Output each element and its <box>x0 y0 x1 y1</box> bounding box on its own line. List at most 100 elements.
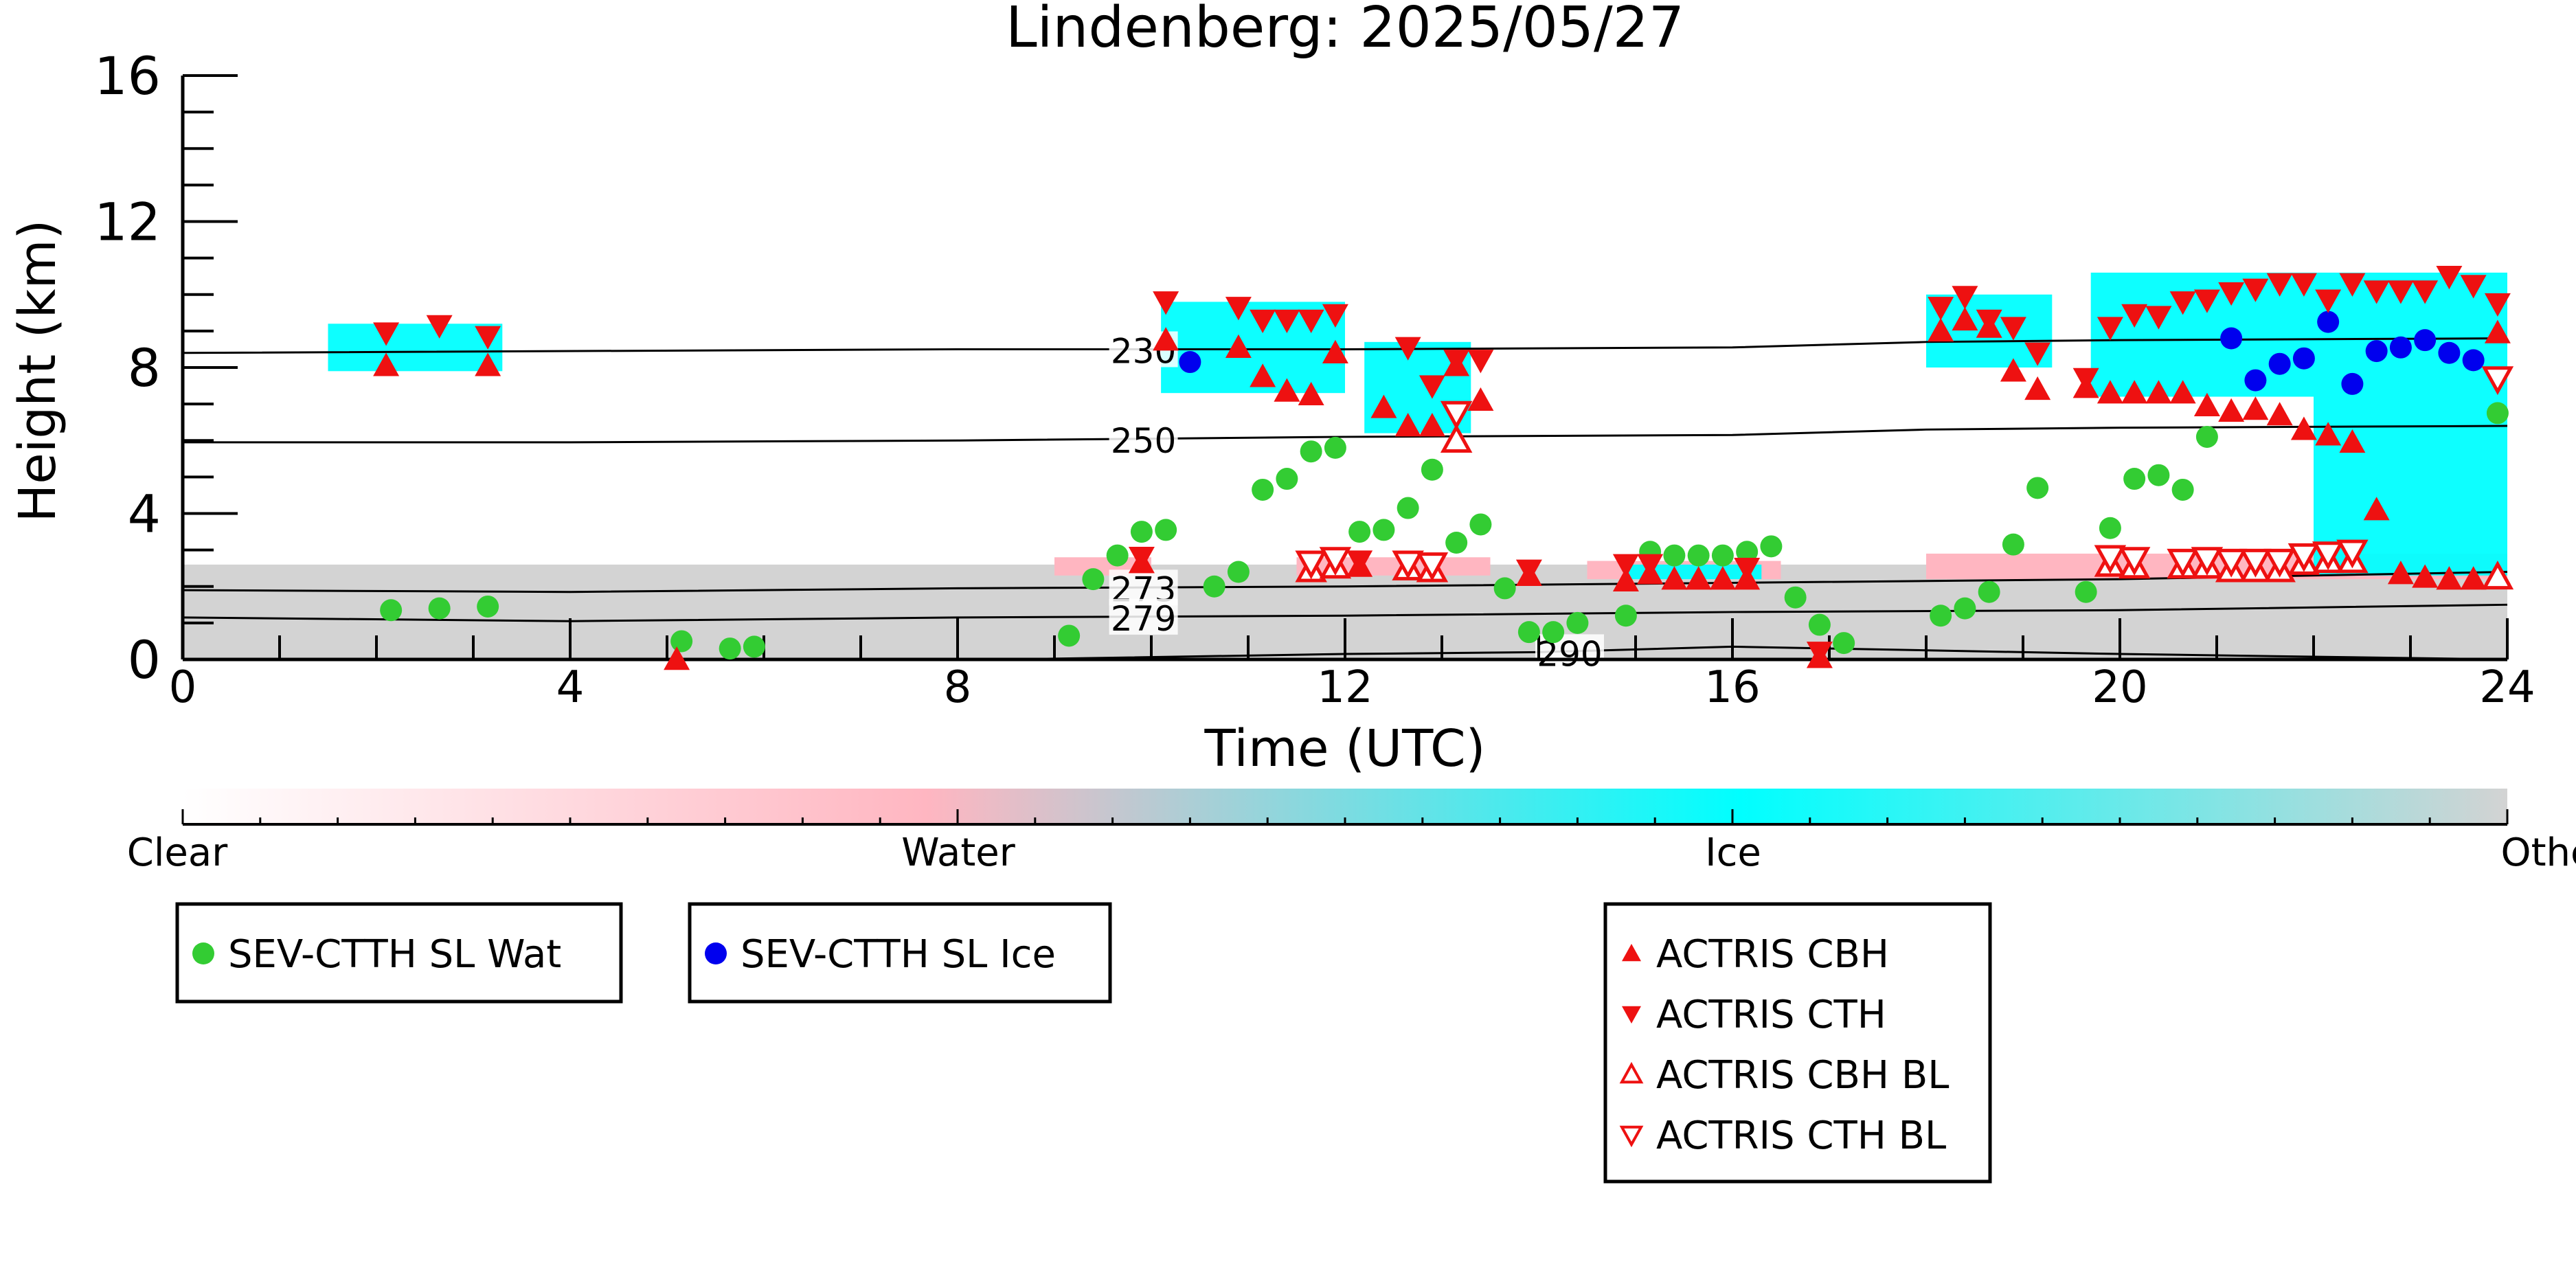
data-point <box>1397 497 1419 519</box>
x-tick-label: 0 <box>169 662 197 713</box>
data-point <box>2291 416 2317 440</box>
data-point <box>2196 426 2218 448</box>
data-point <box>1469 513 1491 535</box>
legend-box-2: ACTRIS CBH ACTRIS CTH ACTRIS CBH BL ACTRIS … <box>1605 904 1990 1182</box>
data-point <box>2438 342 2460 364</box>
data-point <box>1688 545 1710 567</box>
data-point <box>1155 519 1177 541</box>
data-point <box>1809 614 1831 636</box>
data-point <box>2293 348 2315 370</box>
contour-label-279: 279 <box>1111 599 1176 639</box>
data-point <box>1615 605 1637 626</box>
y-tick-label: 12 <box>94 192 161 253</box>
x-tick-label: 12 <box>1317 662 1372 713</box>
class-region-ice <box>328 324 503 371</box>
data-point <box>1372 519 1394 541</box>
data-point <box>1421 459 1443 481</box>
legend-label: ACTRIS CBH <box>1656 932 1889 977</box>
contour-label-250: 250 <box>1111 421 1176 461</box>
data-point <box>1566 612 1588 634</box>
data-point <box>1204 576 1225 598</box>
data-point <box>2220 328 2242 350</box>
data-point <box>1930 605 1952 626</box>
data-point <box>1058 624 1080 646</box>
colorbar-label-water: Water <box>901 831 1016 875</box>
legend-boxes: SEV-CTTH SL Wat SEV-CTTH SL Ice ACTRIS CBH… <box>177 904 1990 1182</box>
legend-label: ACTRIS CTH <box>1656 993 1886 1037</box>
data-point <box>2075 581 2097 603</box>
data-point <box>2099 517 2121 539</box>
x-tick-label: 20 <box>2092 662 2147 713</box>
data-point <box>2242 396 2268 420</box>
legend-label: SEV-CTTH SL Wat <box>228 932 561 977</box>
data-point <box>1300 440 1322 462</box>
legend-box-1: SEV-CTTH SL Ice <box>690 904 1110 1002</box>
data-point <box>2341 373 2363 395</box>
data-point <box>1179 351 1201 373</box>
legend-marker <box>705 942 727 964</box>
data-point <box>2414 329 2436 351</box>
legend-label: ACTRIS CTH BL <box>1656 1114 1946 1158</box>
data-point <box>1107 545 1129 567</box>
data-point <box>1467 387 1493 411</box>
legend-entry: SEV-CTTH SL Ice <box>705 932 1056 977</box>
y-tick-label: 4 <box>128 484 161 545</box>
data-point <box>2267 402 2293 425</box>
y-tick-label: 16 <box>94 45 161 106</box>
legend-label: SEV-CTTH SL Ice <box>741 932 1056 977</box>
class-region-ice <box>2091 273 2507 397</box>
data-point <box>719 637 741 659</box>
data-point <box>1131 521 1153 543</box>
data-point <box>1467 350 1493 373</box>
contour-line-250 <box>183 426 2507 442</box>
data-point <box>477 596 499 618</box>
data-point <box>1833 632 1855 654</box>
x-tick-label: 8 <box>944 662 972 713</box>
data-point <box>1954 598 1976 620</box>
data-point <box>743 635 765 657</box>
x-tick-label: 4 <box>556 662 585 713</box>
data-point <box>2366 340 2388 362</box>
data-point <box>380 599 402 621</box>
data-point <box>1712 545 1734 567</box>
data-point <box>2123 468 2145 490</box>
legend-entry: ACTRIS CBH BL <box>1622 1053 1949 1098</box>
data-point <box>2244 370 2266 392</box>
y-tick-label: 0 <box>128 629 161 690</box>
data-point <box>1978 581 2000 603</box>
legend-entry: ACTRIS CBH <box>1622 932 1889 977</box>
legend-entry: ACTRIS CTH <box>1622 993 1886 1037</box>
data-point <box>2463 349 2485 371</box>
data-point <box>1082 568 1104 590</box>
data-point <box>1494 577 1516 599</box>
data-point <box>1760 535 1782 557</box>
data-point <box>2002 534 2024 556</box>
y-axis-label: Height (km) <box>8 220 67 523</box>
data-point <box>1228 561 1250 583</box>
data-point <box>1518 621 1540 643</box>
data-point <box>1252 479 1274 501</box>
legend-marker <box>192 942 214 964</box>
y-tick-label: 8 <box>128 337 161 398</box>
x-tick-label: 24 <box>2479 662 2535 713</box>
colorbar-label-ice: Ice <box>1705 831 1761 875</box>
x-axis-label: Time (UTC) <box>1204 719 1485 778</box>
data-point <box>1348 521 1370 543</box>
data-point <box>670 630 692 652</box>
chart-title: Lindenberg: 2025/05/27 <box>1006 0 1684 60</box>
data-point <box>1785 587 1807 609</box>
x-tick-label: 16 <box>1704 662 1760 713</box>
data-point <box>2269 353 2291 375</box>
legend-entry: SEV-CTTH SL Wat <box>192 932 561 977</box>
data-point <box>1324 437 1346 459</box>
data-point <box>2317 311 2339 333</box>
legend-label: ACTRIS CBH BL <box>1656 1053 1949 1098</box>
colorbar-label-other: Other <box>2500 831 2576 875</box>
data-point <box>2218 398 2244 422</box>
colorbar-label-clear: Clear <box>127 831 228 875</box>
data-point <box>1276 468 1298 490</box>
data-point <box>2147 464 2169 486</box>
legend-entry: ACTRIS CTH BL <box>1622 1114 1946 1158</box>
data-point <box>2487 402 2509 424</box>
